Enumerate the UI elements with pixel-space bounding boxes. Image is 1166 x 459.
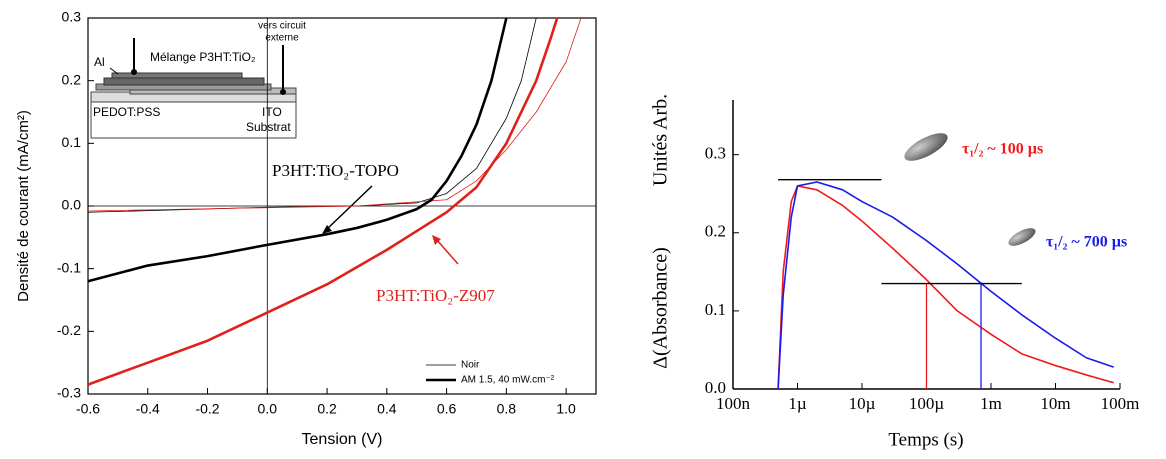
x-tick-label: 0.2 <box>317 401 337 417</box>
annotation: τ₁/₂ ~ 100 µs <box>962 141 1043 158</box>
arrow-head <box>432 235 441 245</box>
molecule-icon <box>904 133 948 161</box>
x-tick-label: -0.2 <box>195 401 219 417</box>
legend-label: AM 1.5, 40 mW.cm⁻² <box>461 375 555 386</box>
x-tick-label: 10m <box>1040 394 1070 413</box>
y-tick-label: 0.1 <box>62 134 82 150</box>
inset-label: PEDOT:PSS <box>93 105 160 119</box>
inset-label: Al <box>94 55 105 69</box>
x-tick-label: 1µ <box>788 394 807 413</box>
annotation: P3HT:TiO₂-TOPO <box>272 161 399 180</box>
y-axis-label: Δ(Absorbance) <box>650 247 672 369</box>
x-tick-label: -0.4 <box>136 401 160 417</box>
y-tick-label: -0.2 <box>57 322 81 338</box>
inset-al <box>111 72 243 79</box>
inset-frame <box>90 95 297 139</box>
series-line <box>87 17 559 386</box>
x-tick-label: 100µ <box>909 394 945 413</box>
series-line <box>777 185 1114 390</box>
inset-pointer <box>109 67 119 75</box>
inset-contact <box>280 89 286 95</box>
y-tick-label: 0.0 <box>705 378 726 397</box>
y-tick-label: 0.3 <box>62 9 82 25</box>
x-tick-label: 1m <box>980 394 1002 413</box>
x-tick-label: 0.0 <box>258 401 278 417</box>
legend-label: Noir <box>461 360 480 371</box>
y-tick-label: 0.3 <box>705 144 726 163</box>
y-tick-label: -0.1 <box>57 259 81 275</box>
x-tick-label: 100m <box>1101 394 1140 413</box>
inset-label: ITO <box>262 105 282 119</box>
x-tick-label: 0.8 <box>497 401 517 417</box>
x-axis-label: Tension (V) <box>302 431 383 448</box>
inset-blend <box>103 77 265 86</box>
x-tick-label: -0.6 <box>76 401 100 417</box>
y-tick-label: 0.1 <box>705 300 726 319</box>
x-tick-label: 0.6 <box>437 401 457 417</box>
series-line <box>777 181 1115 390</box>
annotation: τ₁/₂ ~ 700 µs <box>1046 234 1127 251</box>
x-axis-label: Temps (s) <box>888 429 963 450</box>
series-line <box>87 17 508 283</box>
x-tick-label: 0.4 <box>377 401 397 417</box>
arrow-head <box>322 225 332 234</box>
inset-label: Mélange P3HT:TiO₂ <box>150 50 256 64</box>
y-tick-label: 0.2 <box>62 71 82 87</box>
x-tick-label: 1.0 <box>556 401 576 417</box>
y-axis-label: Unités Arb. <box>650 94 672 186</box>
annotation-arrow <box>435 238 459 265</box>
y-tick-label: -0.3 <box>57 385 81 401</box>
y-axis-label: Densité de courant (mA/cm²) <box>15 110 32 302</box>
inset-label: externe <box>265 33 299 44</box>
molecule-icon <box>1008 228 1036 246</box>
y-tick-label: 0.2 <box>705 222 726 241</box>
inset: Al Mélange P3HT:TiO₂ vers circuit extern… <box>90 21 306 139</box>
annotation-arrow <box>325 185 373 231</box>
y-tick-label: 0.0 <box>62 197 82 213</box>
annotation: P3HT:TiO₂-Z907 <box>376 286 495 305</box>
inset-label: Substrat <box>246 120 291 134</box>
x-tick-label: 10µ <box>849 394 876 413</box>
inset-contact <box>131 69 137 75</box>
inset-label: vers circuit <box>258 21 306 32</box>
x-tick-label: 100n <box>716 394 751 413</box>
